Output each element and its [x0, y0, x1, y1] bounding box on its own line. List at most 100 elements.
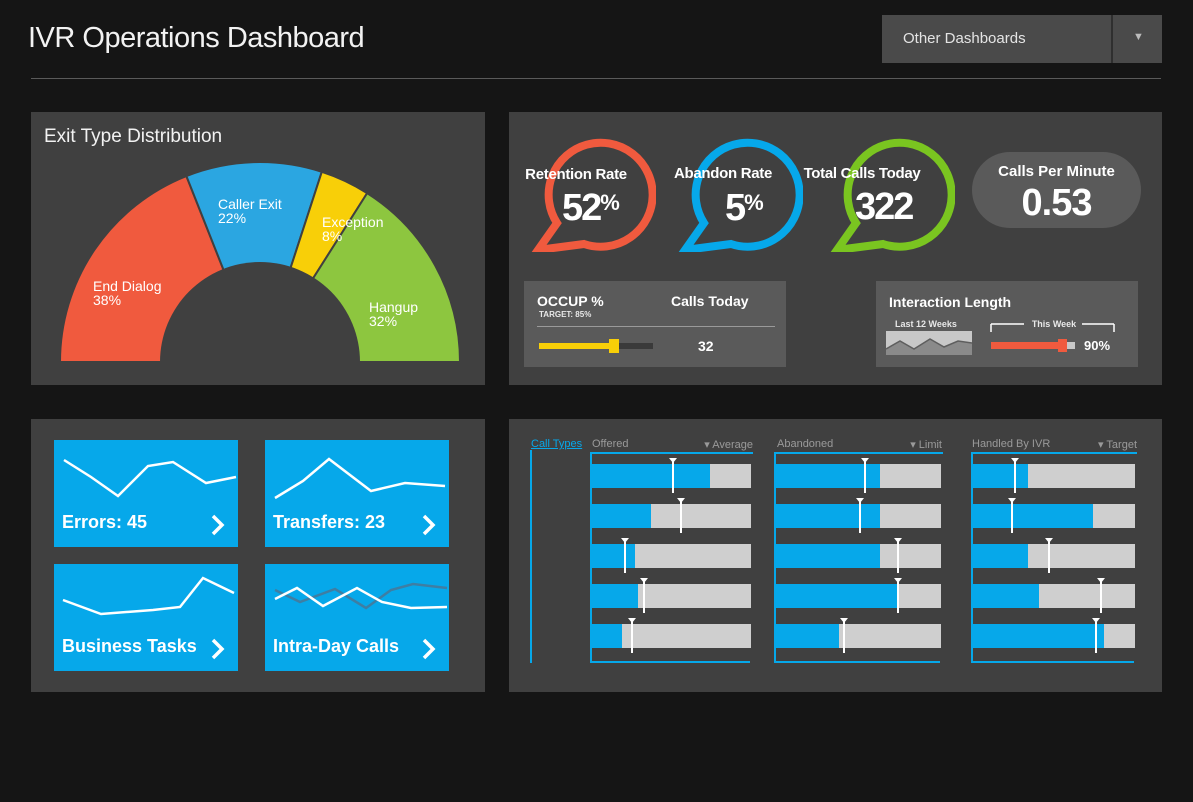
bullet-bar-marker-cap	[1092, 618, 1101, 623]
bullet-bar-fill	[592, 584, 639, 608]
call-types-panel: Call Types Offered ▾ Average Abandoned ▾…	[509, 419, 1162, 692]
call-types-axis	[530, 450, 532, 663]
total-calls-label: Total Calls Today	[803, 165, 921, 182]
bullet-bar-marker	[624, 539, 627, 573]
abandon-bubble-ring	[678, 138, 803, 252]
handled-by-ivr-header: Handled By IVR	[972, 438, 1051, 450]
this-week-label: This Week	[1031, 319, 1077, 329]
offered-header: Offered	[592, 438, 629, 450]
bullet-bar-marker	[643, 579, 646, 613]
target-header[interactable]: ▾ Target	[1098, 439, 1137, 451]
segment-label: Caller Exit	[218, 196, 282, 212]
transfers-tile-label: Transfers: 23	[273, 512, 386, 532]
this-week-bracket	[990, 323, 1115, 332]
bullet-group-top-rule	[971, 452, 1137, 454]
business-tasks-sparkline	[62, 576, 235, 616]
total-calls-value: 322	[855, 186, 914, 228]
triangle-down-icon[interactable]: ▼	[1133, 31, 1144, 43]
bullet-bar-fill	[776, 584, 899, 608]
retention-rate-label: Retention Rate	[525, 166, 627, 183]
abandon-rate-label: Abandon Rate	[673, 165, 773, 182]
gauge-segment	[185, 161, 324, 365]
bullet-bar-marker	[1048, 539, 1051, 573]
bullet-bar-fill	[776, 624, 839, 648]
segment-percent: 32%	[369, 313, 397, 329]
bullet-bar-marker-cap	[1007, 498, 1016, 503]
bullet-bar-marker-cap	[669, 458, 678, 463]
bullet-group-bottom-rule	[971, 661, 1134, 663]
bullet-bar-marker	[864, 459, 867, 493]
chevron-right-icon[interactable]	[422, 638, 436, 660]
bullet-bar-fill	[973, 624, 1105, 648]
total-calls-bubble-ring	[830, 138, 955, 252]
exit-type-gauge: End Dialog 38% Caller Exit 22% Exception…	[58, 161, 462, 385]
bullet-group-bottom-rule	[774, 661, 940, 663]
page-title: IVR Operations Dashboard	[28, 22, 365, 54]
bullet-bar-marker	[630, 619, 633, 653]
bullet-bar-fill	[592, 624, 623, 648]
calls-per-minute-value: 0.53	[1021, 182, 1093, 224]
this-week-fill	[991, 342, 1067, 349]
chevron-right-icon[interactable]	[211, 638, 225, 660]
calls-today-value: 32	[698, 338, 714, 354]
this-week-value: 90%	[1084, 338, 1111, 353]
errors-tile[interactable]: Errors: 45	[54, 440, 238, 547]
intra-day-calls-tile[interactable]: Intra-Day Calls	[265, 564, 449, 671]
segment-percent: 8%	[322, 228, 342, 244]
bullet-bar-marker	[1099, 579, 1102, 613]
transfers-sparkline	[274, 457, 446, 500]
limit-header[interactable]: ▾ Limit	[910, 439, 942, 451]
interaction-length-title: Interaction Length	[889, 294, 1012, 310]
bullet-group-top-rule	[590, 452, 753, 454]
abandoned-header: Abandoned	[777, 438, 834, 450]
bullet-bar-marker	[1014, 459, 1017, 493]
errors-tile-label: Errors: 45	[62, 512, 148, 532]
bullet-bar-marker-cap	[677, 498, 686, 503]
bullet-bar-marker-cap	[839, 618, 848, 623]
this-week-slider-handle[interactable]	[1057, 339, 1067, 352]
last-weeks-sparkline	[886, 331, 972, 355]
bullet-group-bottom-rule	[590, 661, 750, 663]
chevron-right-icon[interactable]	[422, 514, 436, 536]
total-calls-bubble: Total Calls Today 322	[804, 132, 955, 252]
bullet-bar-marker	[672, 459, 675, 493]
interaction-length-box: Interaction Length Last 12 Weeks This We…	[876, 281, 1138, 367]
calls-per-minute-label: Calls Per Minute	[998, 163, 1115, 180]
bullet-bar-fill	[776, 464, 880, 488]
occupancy-slider-handle[interactable]	[609, 339, 620, 353]
business-tasks-tile-label: Business Tasks	[62, 636, 197, 656]
calls-per-minute-pill: Calls Per Minute 0.53	[972, 152, 1141, 228]
bullet-bar-fill	[592, 544, 635, 568]
bullet-bar-marker	[897, 539, 900, 573]
business-tasks-tile[interactable]: Business Tasks	[54, 564, 238, 671]
bullet-bar-marker-cap	[861, 458, 870, 463]
bullet-bar-fill	[776, 544, 880, 568]
bullet-group-top-rule	[774, 452, 943, 454]
select-divider	[1111, 15, 1113, 63]
occupancy-divider	[537, 326, 775, 327]
abandon-rate-value: 5%	[725, 187, 764, 229]
bullet-bar-marker	[859, 499, 862, 533]
segment-percent: 22%	[218, 210, 246, 226]
chevron-right-icon[interactable]	[211, 514, 225, 536]
other-dashboards-select[interactable]: Other Dashboards ▼	[882, 15, 1162, 63]
segment-label: End Dialog	[93, 278, 162, 294]
bullet-bar-marker	[842, 619, 845, 653]
occupancy-fill	[539, 343, 615, 349]
average-header[interactable]: ▾ Average	[704, 439, 753, 451]
retention-rate-bubble: Retention Rate 52%	[516, 132, 656, 252]
calls-today-label: Calls Today	[671, 293, 749, 309]
bullet-bar-fill	[776, 504, 880, 528]
exit-type-title: Exit Type Distribution	[44, 126, 223, 147]
bullet-bar-marker-cap	[1096, 578, 1105, 583]
kpi-panel: Retention Rate 52% Abandon Rate 5% Total…	[509, 112, 1162, 385]
this-week-track	[991, 339, 1075, 352]
occupancy-title: OCCUP %	[537, 293, 604, 309]
errors-sparkline	[63, 458, 237, 498]
bullet-bar-marker-cap	[856, 498, 865, 503]
transfers-tile[interactable]: Transfers: 23	[265, 440, 449, 547]
occupancy-box: OCCUP % TARGET: 85% Calls Today 32	[524, 281, 786, 367]
retention-bubble-ring	[531, 138, 656, 252]
intra-day-calls-sparkline	[274, 582, 448, 610]
bullet-bar-marker-cap	[894, 578, 903, 583]
